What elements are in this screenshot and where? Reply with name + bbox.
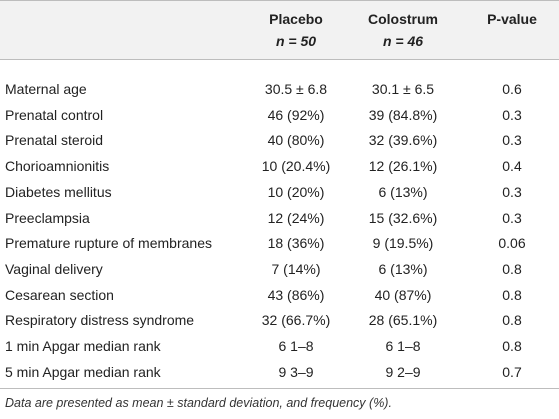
column-subheader: n = 50 bbox=[275, 33, 317, 49]
column-subheader: n = 46 bbox=[382, 33, 424, 49]
row-label: Diabetes mellitus bbox=[5, 183, 112, 200]
row-label: Premature rupture of membranes bbox=[5, 235, 212, 252]
table-cell: 0.3 bbox=[502, 209, 522, 226]
row-label: 1 min Apgar median rank bbox=[5, 338, 161, 354]
row-label: Respiratory distress syndrome bbox=[5, 312, 195, 329]
table-cell: 6 (13%) bbox=[378, 183, 428, 200]
table-cell: 9 3–9 bbox=[278, 363, 314, 380]
table-cell: 30.1 ± 6.5 bbox=[371, 81, 435, 97]
table-cell: 9 (19.5%) bbox=[372, 235, 434, 252]
table-cell: 0.3 bbox=[502, 132, 522, 149]
table-cell: 40 (87%) bbox=[374, 286, 432, 303]
table-cell: 0.3 bbox=[502, 183, 522, 200]
footnote: Data are presented as mean ± standard de… bbox=[5, 396, 392, 410]
table-cell: 6 1–8 bbox=[385, 338, 421, 354]
row-label: Vaginal delivery bbox=[5, 260, 103, 277]
row-label: Prenatal steroid bbox=[5, 132, 104, 149]
table-cell: 6 1–8 bbox=[278, 338, 314, 354]
table-cell: 46 (92%) bbox=[267, 106, 325, 123]
table-cell: 0.06 bbox=[498, 235, 526, 252]
row-label: Maternal age bbox=[5, 81, 87, 97]
table-cell: 0.7 bbox=[502, 363, 522, 380]
row-label: 5 min Apgar median rank bbox=[5, 363, 161, 380]
row-label: Prenatal control bbox=[5, 106, 104, 123]
column-header: Colostrum bbox=[368, 11, 438, 27]
column-header: P-value bbox=[487, 11, 537, 27]
table-cell: 0.8 bbox=[502, 312, 522, 329]
table-cell: 32 (66.7%) bbox=[261, 312, 331, 329]
row-label: Preeclampsia bbox=[5, 209, 90, 226]
row-label: Chorioamnionitis bbox=[5, 158, 110, 175]
table-cell: 0.6 bbox=[502, 81, 522, 97]
table-cell: 30.5 ± 6.8 bbox=[264, 81, 328, 97]
table-cell: 10 (20%) bbox=[267, 183, 325, 200]
table-cell: 0.8 bbox=[502, 260, 522, 277]
table-cell: 43 (86%) bbox=[267, 286, 325, 303]
column-header: Placebo bbox=[269, 11, 323, 27]
table-cell: 18 (36%) bbox=[267, 235, 325, 252]
table-cell: 39 (84.8%) bbox=[368, 106, 438, 123]
table-cell: 28 (65.1%) bbox=[368, 312, 438, 329]
table-cell: 10 (20.4%) bbox=[261, 158, 331, 175]
table-header bbox=[0, 0, 559, 60]
table-cell: 15 (32.6%) bbox=[368, 209, 438, 226]
table-cell: 7 (14%) bbox=[271, 260, 321, 277]
table-cell: 12 (24%) bbox=[267, 209, 325, 226]
row-label: Cesarean section bbox=[5, 286, 114, 303]
table-cell: 0.8 bbox=[502, 286, 522, 303]
table-cell: 12 (26.1%) bbox=[368, 158, 438, 175]
table-bottom-rule bbox=[0, 388, 559, 389]
table-cell: 9 2–9 bbox=[385, 363, 421, 380]
table-cell: 0.3 bbox=[502, 106, 522, 123]
table-cell: 0.4 bbox=[502, 158, 522, 175]
table-cell: 0.8 bbox=[502, 338, 522, 354]
table-cell: 6 (13%) bbox=[378, 260, 428, 277]
table-cell: 40 (80%) bbox=[267, 132, 325, 149]
table-cell: 32 (39.6%) bbox=[368, 132, 438, 149]
